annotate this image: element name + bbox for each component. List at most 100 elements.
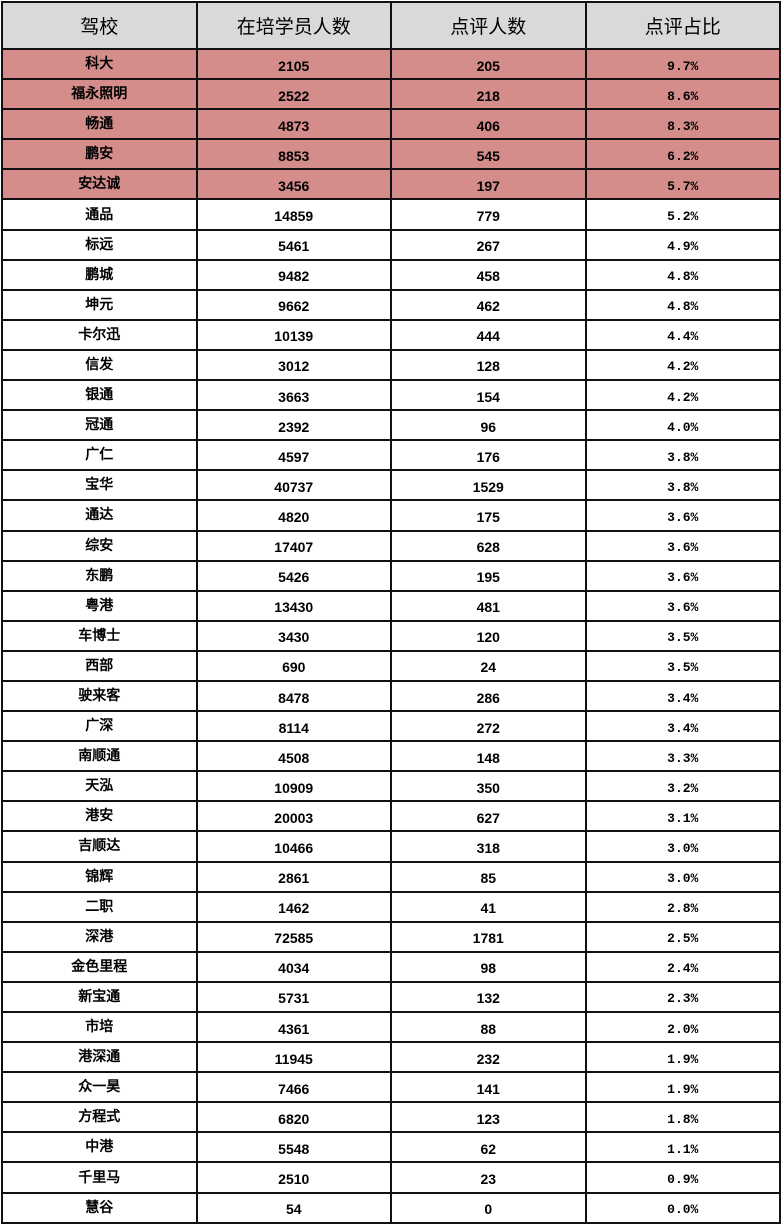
reviewer-count: 232 <box>390 1041 587 1074</box>
reviewer-count: 24 <box>390 649 587 682</box>
school-name: 东鹏 <box>1 559 198 592</box>
reviewer-count: 175 <box>390 499 587 532</box>
reviewer-count: 85 <box>390 860 587 893</box>
reviewer-count: 462 <box>390 288 587 321</box>
enrolled-count: 3430 <box>195 619 392 652</box>
reviewer-count: 779 <box>390 198 587 231</box>
reviewer-count: 148 <box>390 740 587 773</box>
enrolled-count: 54 <box>195 1191 392 1224</box>
reviewer-count: 0 <box>390 1191 587 1224</box>
table-row: 卡尔迅 10139 444 4.4% <box>1 318 781 351</box>
review-ratio: 3.6% <box>584 499 781 532</box>
enrolled-count: 4820 <box>195 499 392 532</box>
table-row: 吉顺达 10466 318 3.0% <box>1 830 781 863</box>
table-row: 广深 8114 272 3.4% <box>1 710 781 743</box>
table-row: 车博士 3430 120 3.5% <box>1 619 781 652</box>
school-name: 福永照明 <box>1 78 198 111</box>
enrolled-count: 9482 <box>195 258 392 291</box>
reviewer-count: 272 <box>390 710 587 743</box>
school-name: 通达 <box>1 499 198 532</box>
reviewer-count: 154 <box>390 379 587 412</box>
reviewer-count: 628 <box>390 529 587 562</box>
school-name: 通品 <box>1 198 198 231</box>
review-ratio: 3.4% <box>584 710 781 743</box>
review-ratio: 3.5% <box>584 619 781 652</box>
table-row: 千里马 2510 23 0.9% <box>1 1161 781 1194</box>
review-ratio: 2.5% <box>584 920 781 953</box>
table-row: 金色里程 4034 98 2.4% <box>1 950 781 983</box>
review-ratio: 4.2% <box>584 348 781 382</box>
review-ratio: 4.8% <box>584 258 781 291</box>
enrolled-count: 4034 <box>195 950 392 983</box>
enrolled-count: 8114 <box>195 710 392 743</box>
school-name: 畅通 <box>1 108 198 141</box>
reviewer-count: 205 <box>390 47 587 81</box>
review-ratio: 4.4% <box>584 318 781 351</box>
school-name: 慧谷 <box>1 1191 198 1224</box>
school-name: 锦辉 <box>1 860 198 893</box>
school-name: 千里马 <box>1 1161 198 1194</box>
table-row: 锦辉 2861 85 3.0% <box>1 860 781 893</box>
enrolled-count: 2105 <box>195 47 392 81</box>
table-row-highlighted: 安达诚 3456 197 5.7% <box>1 168 781 201</box>
school-name: 信发 <box>1 348 198 382</box>
reviewer-count: 141 <box>390 1071 587 1104</box>
review-ratio: 1.9% <box>584 1071 781 1104</box>
school-name: 吉顺达 <box>1 830 198 863</box>
enrolled-count: 8853 <box>195 138 392 171</box>
enrolled-count: 20003 <box>195 800 392 833</box>
header-review-ratio: 点评占比 <box>584 1 781 50</box>
review-ratio: 3.0% <box>584 860 781 893</box>
school-name: 金色里程 <box>1 950 198 983</box>
table-row: 银通 3663 154 4.2% <box>1 379 781 412</box>
review-ratio: 0.9% <box>584 1161 781 1194</box>
school-name: 安达诚 <box>1 168 198 201</box>
reviewer-count: 132 <box>390 980 587 1014</box>
review-ratio: 1.8% <box>584 1101 781 1134</box>
reviewer-count: 1781 <box>390 920 587 953</box>
header-school: 驾校 <box>1 1 198 50</box>
review-ratio: 1.1% <box>584 1131 781 1164</box>
reviewer-count: 218 <box>390 78 587 111</box>
table-body: 科大 2105 205 9.7% 福永照明 2522 218 8.6% 畅通 4873 406 8.3… <box>1 47 781 1224</box>
school-name: 港深通 <box>1 1041 198 1074</box>
review-ratio: 1.9% <box>584 1041 781 1074</box>
reviewer-count: 123 <box>390 1101 587 1134</box>
enrolled-count: 3663 <box>195 379 392 412</box>
enrolled-count: 14859 <box>195 198 392 231</box>
reviewer-count: 23 <box>390 1161 587 1194</box>
header-enrolled-students: 在培学员人数 <box>195 1 392 50</box>
review-ratio: 0.0% <box>584 1191 781 1224</box>
review-ratio: 3.8% <box>584 439 781 472</box>
school-name: 天泓 <box>1 770 198 803</box>
school-name: 综安 <box>1 529 198 562</box>
school-name: 广仁 <box>1 439 198 472</box>
reviewer-count: 98 <box>390 950 587 983</box>
enrolled-count: 5731 <box>195 980 392 1014</box>
table-row: 东鹏 5426 195 3.6% <box>1 559 781 592</box>
enrolled-count: 11945 <box>195 1041 392 1074</box>
table-row: 驶来客 8478 286 3.4% <box>1 679 781 713</box>
review-ratio: 4.2% <box>584 379 781 412</box>
enrolled-count: 5426 <box>195 559 392 592</box>
enrolled-count: 690 <box>195 649 392 682</box>
table-row: 坤元 9662 462 4.8% <box>1 288 781 321</box>
enrolled-count: 40737 <box>195 469 392 502</box>
school-name: 广深 <box>1 710 198 743</box>
school-name: 标远 <box>1 228 198 261</box>
enrolled-count: 9662 <box>195 288 392 321</box>
reviewer-count: 197 <box>390 168 587 201</box>
review-ratio: 9.7% <box>584 47 781 81</box>
review-ratio: 2.4% <box>584 950 781 983</box>
reviewer-count: 545 <box>390 138 587 171</box>
school-name: 鹏城 <box>1 258 198 291</box>
enrolled-count: 10466 <box>195 830 392 863</box>
review-ratio: 4.9% <box>584 228 781 261</box>
table-row: 宝华 40737 1529 3.8% <box>1 469 781 502</box>
table-row: 方程式 6820 123 1.8% <box>1 1101 781 1134</box>
review-ratio: 2.3% <box>584 980 781 1014</box>
school-name: 坤元 <box>1 288 198 321</box>
school-name: 港安 <box>1 800 198 833</box>
table-row: 广仁 4597 176 3.8% <box>1 439 781 472</box>
